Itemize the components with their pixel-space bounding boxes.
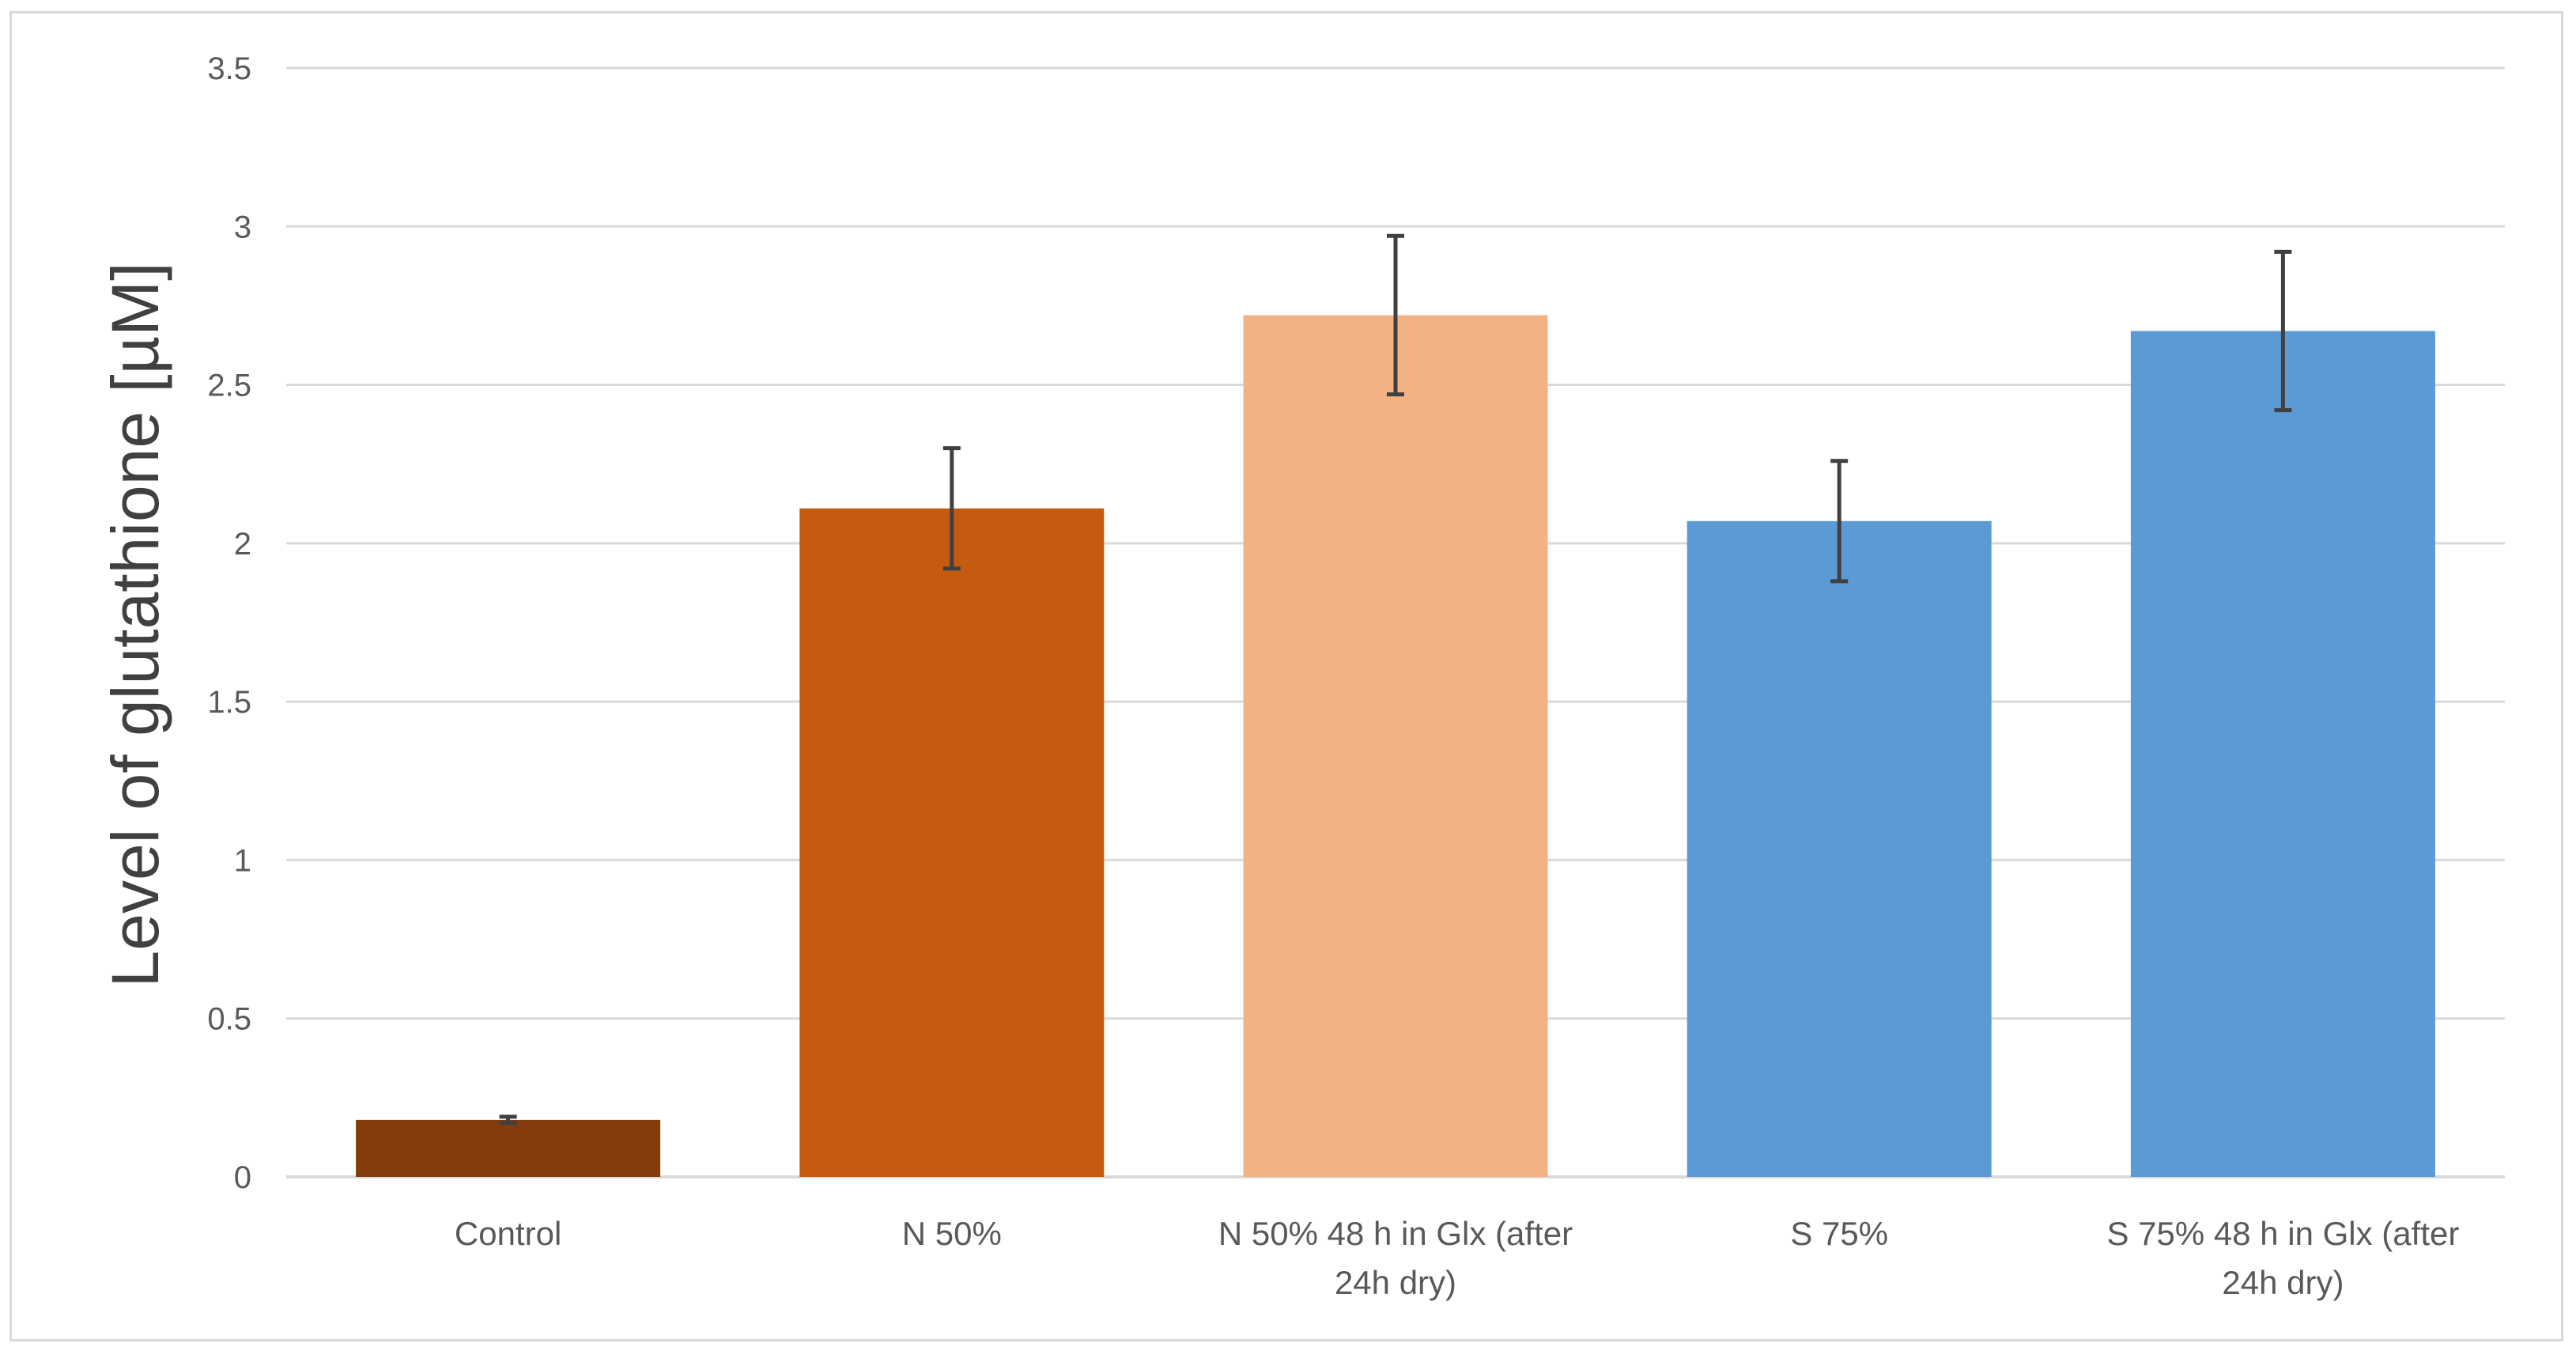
y-tick-label: 2.5 <box>207 369 251 403</box>
bar <box>1686 520 1992 1177</box>
x-category-label: 24h dry) <box>2222 1264 2344 1301</box>
bar <box>356 1119 661 1177</box>
x-category-label: 24h dry) <box>1335 1264 1456 1301</box>
x-category-label: N 50% <box>902 1215 1002 1252</box>
y-tick-label: 0 <box>234 1160 251 1195</box>
bar <box>1243 315 1548 1178</box>
bar <box>799 508 1105 1177</box>
x-category-label: S 75% <box>1790 1215 1888 1252</box>
y-tick-label: 2 <box>234 527 251 562</box>
y-tick-label: 0.5 <box>207 1002 251 1037</box>
bar <box>2130 331 2435 1178</box>
x-category-label: Control <box>455 1215 561 1252</box>
error-bars <box>499 233 2292 1126</box>
x-category-label: S 75% 48 h in Glx (after <box>2106 1215 2459 1252</box>
y-tick-label: 3 <box>234 210 251 244</box>
y-tick-label: 3.5 <box>207 51 251 86</box>
bars <box>356 315 2435 1178</box>
x-category-label: N 50% 48 h in Glx (after <box>1218 1215 1573 1252</box>
y-tick-label: 1 <box>234 843 251 878</box>
y-axis-title: Level of glutathione [µM] <box>98 263 172 988</box>
y-tick-label: 1.5 <box>207 685 251 720</box>
x-axis-categories: Control N 50% N 50% 48 h in Glx (after 24h … <box>455 1215 2459 1301</box>
y-axis-ticks: 0 0.5 1 1.5 2 2.5 3 3.5 <box>207 51 251 1195</box>
